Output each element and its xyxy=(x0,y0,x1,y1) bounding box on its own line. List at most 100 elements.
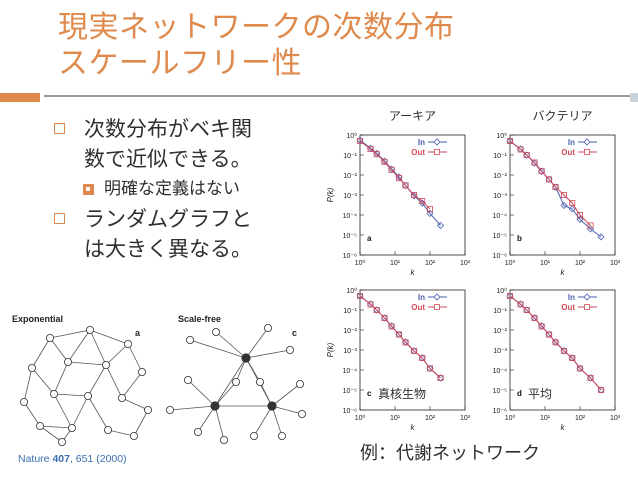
network-node xyxy=(104,426,113,435)
plot-frame xyxy=(509,134,616,256)
y-tick-label: 10⁻¹ xyxy=(493,308,507,315)
in-data-point xyxy=(380,314,389,322)
out-data-point xyxy=(395,331,402,338)
out-data-point xyxy=(411,347,418,354)
network-node xyxy=(124,339,133,348)
x-tick-label: 10³ xyxy=(460,260,471,267)
x-tick-label: 10⁰ xyxy=(355,414,366,422)
in-data-point xyxy=(356,136,364,144)
figure-caption: 例：代謝ネットワーク xyxy=(360,443,540,464)
bullet-square-icon xyxy=(54,213,65,224)
citation: Nature 407, 651 (2000) xyxy=(18,453,127,465)
out-data-point xyxy=(569,354,576,361)
network-edge xyxy=(187,379,216,407)
panel-tag: a xyxy=(367,234,372,243)
network-figure: Exponential a Scale-free c xyxy=(12,314,306,446)
network-edge xyxy=(39,425,63,443)
x-tick-label: 10³ xyxy=(610,415,621,422)
x-axis-label: k xyxy=(411,423,416,432)
y-tick-label: 10⁻² xyxy=(343,173,357,180)
out-data-point xyxy=(402,339,409,346)
network-node xyxy=(211,327,220,336)
network-node xyxy=(68,424,77,433)
network-hub-node xyxy=(210,401,220,411)
y-tick-label: 10⁰ xyxy=(496,132,507,140)
x-tick-label: 10¹ xyxy=(390,260,401,267)
network-node xyxy=(58,437,67,446)
panel-title: 平均 xyxy=(528,387,552,401)
x-axis-label: k xyxy=(411,268,416,277)
network-edge xyxy=(107,429,135,437)
out-data-point xyxy=(419,354,426,361)
y-axis-label: P(k) xyxy=(326,342,335,357)
out-data-point xyxy=(552,339,559,346)
network-node xyxy=(185,335,194,344)
network-node xyxy=(102,361,111,370)
network-edge xyxy=(67,329,91,363)
x-tick-label: 10³ xyxy=(610,260,621,267)
network-node xyxy=(277,432,286,441)
network-edge xyxy=(31,337,51,369)
in-data-point xyxy=(523,306,531,314)
in-data-point xyxy=(530,159,539,167)
out-data-point xyxy=(373,306,380,313)
out-data-point xyxy=(523,152,530,159)
in-data-point xyxy=(418,199,426,207)
network-edge xyxy=(245,327,269,359)
network-edge xyxy=(23,367,33,403)
y-tick-label: 10⁻⁶ xyxy=(343,408,357,415)
out-data-point xyxy=(587,222,594,229)
network-node xyxy=(35,422,44,431)
y-tick-label: 10⁻⁴ xyxy=(493,368,508,375)
network-node xyxy=(165,406,174,415)
network-edge xyxy=(214,381,237,407)
title-line-1: 現実ネットワークの次数分布 xyxy=(58,10,455,45)
network-edge xyxy=(271,383,301,407)
out-data-point xyxy=(388,166,395,173)
legend-label: In xyxy=(418,138,425,147)
panel-tag: d xyxy=(517,389,522,398)
network-node xyxy=(27,364,36,373)
y-tick-label: 10⁻⁵ xyxy=(493,388,507,395)
in-data-point xyxy=(395,330,403,339)
y-tick-label: 10⁻⁴ xyxy=(343,368,358,375)
x-tick-label: 10² xyxy=(575,260,586,267)
x-tick-label: 10⁰ xyxy=(505,414,516,422)
out-data-point xyxy=(598,386,605,393)
out-data-point xyxy=(561,192,568,199)
out-data-point xyxy=(531,314,538,321)
network-node xyxy=(231,378,240,387)
network-node xyxy=(295,380,304,389)
bullet-item: ランダムグラフと は大きく異なる。 xyxy=(50,204,290,264)
in-data-point xyxy=(373,306,381,314)
network-node xyxy=(64,358,73,367)
bullet-square-icon xyxy=(54,123,65,134)
network-edge xyxy=(53,361,69,395)
panel-title: 真核生物 xyxy=(378,387,426,401)
in-data-point xyxy=(401,181,410,190)
out-data-point xyxy=(381,158,388,165)
x-tick-label: 10¹ xyxy=(540,260,551,267)
series-line-out xyxy=(509,295,602,391)
legend-marker xyxy=(584,304,590,310)
x-tick-label: 10¹ xyxy=(390,415,401,422)
bullet-list: 次数分布がベキ関 数で近似できる。 明確な定義はない ランダムグラフと は大きく… xyxy=(50,114,290,264)
network-edge xyxy=(67,361,107,366)
out-data-point xyxy=(545,176,552,183)
exponential-tag: a xyxy=(135,328,141,338)
citation-volume: 407 xyxy=(52,453,70,465)
network-edge xyxy=(215,331,247,359)
panel-title: アーキア xyxy=(389,109,436,123)
legend-marker xyxy=(434,149,440,155)
out-data-point xyxy=(576,365,583,372)
out-data-point xyxy=(576,212,583,219)
network-node xyxy=(285,346,294,355)
network-edge xyxy=(133,409,149,437)
network-edge xyxy=(49,337,69,363)
scale-free-tag: c xyxy=(292,328,297,338)
network-hub-node xyxy=(241,353,251,363)
y-tick-label: 10⁰ xyxy=(496,287,507,295)
y-tick-label: 10⁻⁵ xyxy=(493,233,507,240)
